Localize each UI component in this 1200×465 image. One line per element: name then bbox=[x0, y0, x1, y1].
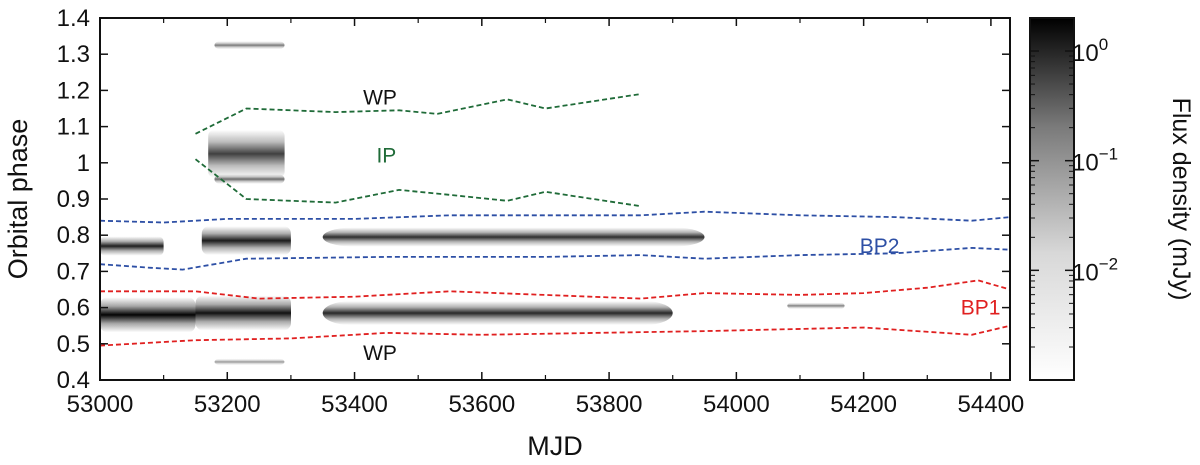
y-tick-label: 0.7 bbox=[57, 258, 90, 285]
y-axis-label: Orbital phase bbox=[3, 119, 33, 280]
colorbar-tick-base: 10 bbox=[1072, 40, 1099, 67]
boundary-line bbox=[194, 158, 642, 208]
y-tick-label: 1.2 bbox=[57, 77, 90, 104]
boundary-line bbox=[99, 324, 1011, 347]
intensity-blob bbox=[195, 295, 291, 331]
region-annotation: BP1 bbox=[961, 297, 1001, 320]
boundary-line bbox=[99, 210, 1011, 224]
x-tick-label: 53800 bbox=[576, 391, 643, 418]
colorbar-tick-label: 10−2 bbox=[1072, 254, 1118, 286]
intensity-blob bbox=[201, 226, 291, 255]
boundary-line bbox=[100, 279, 1011, 300]
region-annotations: WP IP BP2 BP1 WP bbox=[363, 87, 1000, 365]
x-tick-label: 54000 bbox=[703, 391, 770, 418]
colorbar-tick-base: 10 bbox=[1072, 150, 1099, 177]
intensity-blob bbox=[214, 41, 285, 50]
x-tick-label: 53000 bbox=[67, 391, 134, 418]
x-tick-label: 54400 bbox=[958, 391, 1025, 418]
region-annotation: WP bbox=[363, 342, 397, 365]
x-axis-ticks: 53000 53200 53400 53600 53800 54000 54200 54400 bbox=[67, 18, 1025, 418]
boundary-line bbox=[99, 246, 1011, 271]
colorbar-tick-base: 10 bbox=[1072, 259, 1099, 286]
intensity-blob bbox=[214, 174, 285, 184]
intensity-blob bbox=[214, 358, 285, 366]
region-annotation: BP2 bbox=[860, 235, 900, 258]
heatmap-intensity-layer bbox=[100, 41, 845, 366]
intensity-blob bbox=[208, 129, 285, 178]
colorbar-tick-exponent: −1 bbox=[1099, 145, 1118, 164]
phase-boundary-lines bbox=[99, 93, 1011, 347]
boundary-line bbox=[195, 93, 642, 135]
colorbar bbox=[1029, 17, 1075, 381]
y-tick-label: 0.5 bbox=[57, 331, 90, 358]
colorbar-tick-label: 10−1 bbox=[1072, 145, 1118, 177]
intensity-blob bbox=[100, 236, 164, 256]
colorbar-tick-exponent: 0 bbox=[1099, 35, 1108, 54]
x-axis-label: MJD bbox=[527, 431, 583, 461]
y-tick-label: 1.3 bbox=[57, 41, 90, 68]
y-tick-label: 1.4 bbox=[57, 5, 90, 32]
y-tick-label: 0.9 bbox=[57, 186, 90, 213]
x-tick-label: 54200 bbox=[830, 391, 897, 418]
intensity-blob bbox=[322, 227, 705, 247]
intensity-blob bbox=[787, 302, 845, 309]
y-tick-label: 1 bbox=[77, 150, 90, 177]
y-tick-label: 0.4 bbox=[57, 367, 90, 394]
y-axis-ticks: 0.4 0.5 0.6 0.7 0.8 0.9 1 1.1 1.2 1.3 1.4 bbox=[57, 5, 1010, 394]
x-tick-label: 53400 bbox=[321, 391, 388, 418]
colorbar-tick-label: 100 bbox=[1072, 35, 1108, 67]
region-annotation: WP bbox=[363, 87, 397, 110]
x-tick-label: 53200 bbox=[194, 391, 261, 418]
y-tick-label: 0.6 bbox=[57, 295, 90, 322]
colorbar-label: Flux density (mJy) bbox=[1167, 98, 1195, 301]
y-tick-label: 0.8 bbox=[57, 222, 90, 249]
x-tick-label: 53600 bbox=[448, 391, 515, 418]
y-tick-label: 1.1 bbox=[57, 114, 90, 141]
colorbar-tick-exponent: −2 bbox=[1099, 254, 1118, 273]
intensity-blob bbox=[322, 301, 673, 325]
region-annotation: IP bbox=[376, 145, 396, 168]
intensity-blob bbox=[100, 297, 196, 333]
